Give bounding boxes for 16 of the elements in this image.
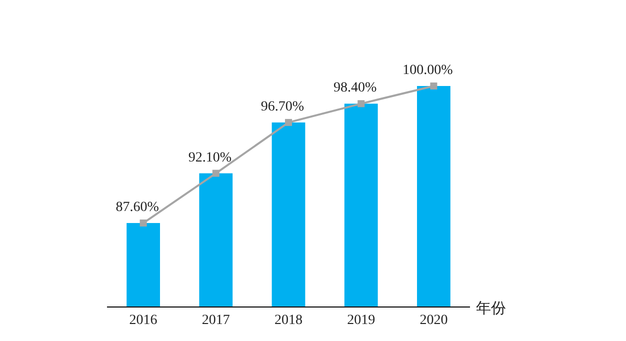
point bbox=[212, 170, 220, 177]
point bbox=[358, 100, 365, 108]
data-label: 92.10% bbox=[188, 150, 232, 166]
point bbox=[285, 118, 292, 126]
x-axis-title: 年份 bbox=[476, 300, 506, 317]
data-label: 96.70% bbox=[260, 99, 304, 114]
x-tick-label: 2016 bbox=[129, 313, 158, 328]
x-tick-label: 2018 bbox=[274, 313, 302, 328]
data-label: 98.40% bbox=[334, 80, 378, 96]
data-label: 100.00% bbox=[402, 63, 454, 78]
point bbox=[140, 220, 147, 227]
x-tick-label: 2017 bbox=[202, 313, 230, 328]
x-tick-label: 2019 bbox=[347, 313, 376, 328]
data-label: 87.60% bbox=[116, 200, 160, 216]
x-tick-label: 2020 bbox=[420, 313, 448, 328]
point bbox=[430, 82, 438, 90]
